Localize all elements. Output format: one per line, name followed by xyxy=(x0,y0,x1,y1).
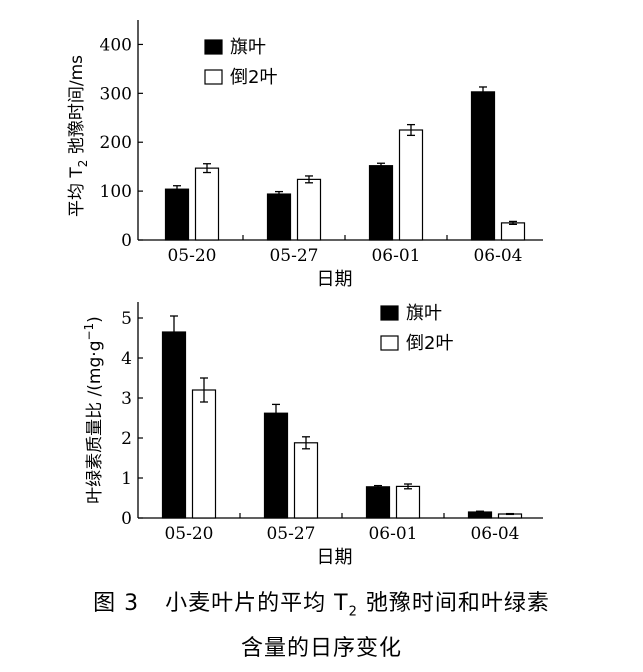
figure-caption-line-1: 图 3 小麦叶片的平均 T2 弛豫时间和叶绿素 xyxy=(0,585,643,619)
y-axis-label: 平均 T2 弛豫时间/ms xyxy=(67,55,90,217)
bar xyxy=(266,193,292,241)
x-tick-label: 06-01 xyxy=(371,246,420,266)
bar xyxy=(398,129,424,241)
bar xyxy=(161,331,187,519)
x-tick-label: 05-27 xyxy=(266,524,315,544)
chart-2: 0 1 2 3 4 5 05-20 05-27 06-01 06-04 日期 叶绿素质量比 /(mg·… xyxy=(82,302,543,568)
y-tick-label: 0 xyxy=(121,231,132,251)
legend-label: 倒2叶 xyxy=(230,67,277,88)
bar xyxy=(293,442,319,519)
caption-subscript: 2 xyxy=(348,604,358,620)
figure-number: 图 3 xyxy=(93,591,140,616)
bar xyxy=(470,91,496,241)
bar xyxy=(467,511,493,519)
figure-caption-line-2: 含量的日序变化 xyxy=(240,636,402,661)
y-tick-label: 100 xyxy=(100,182,132,202)
x-axis-label: 日期 xyxy=(317,269,353,290)
bar xyxy=(395,485,421,519)
x-tick-label: 05-20 xyxy=(164,524,213,544)
x-tick-label: 06-01 xyxy=(368,524,417,544)
bar xyxy=(368,165,394,241)
y-tick-label: 0 xyxy=(121,509,132,529)
legend-label: 倒2叶 xyxy=(406,333,453,354)
y-tick-label: 400 xyxy=(100,35,132,55)
bar xyxy=(500,222,526,241)
y-tick-label: 3 xyxy=(121,389,132,409)
x-axis-label: 日期 xyxy=(317,547,353,568)
bar xyxy=(164,188,190,241)
legend-swatch xyxy=(380,305,399,321)
legend-swatch xyxy=(204,69,223,85)
x-tick-label: 05-20 xyxy=(167,246,216,266)
y-axis-label: 叶绿素质量比 /(mg·g−1) xyxy=(82,316,105,504)
figure: 0 100 200 300 400 05-20 05-27 06-01 06-04 日期 平均 T2… xyxy=(67,20,543,568)
y-tick-label: 200 xyxy=(100,133,132,153)
x-tick-label: 06-04 xyxy=(473,246,522,266)
caption-text-suffix: 弛豫时间和叶绿素 xyxy=(357,591,550,616)
bar xyxy=(194,167,220,241)
bar xyxy=(296,178,322,241)
y-tick-label: 300 xyxy=(100,84,132,104)
y-tick-label: 4 xyxy=(121,349,132,369)
y-tick-label: 1 xyxy=(121,469,132,489)
legend-swatch xyxy=(380,335,399,351)
x-tick-label: 06-04 xyxy=(470,524,519,544)
chart-1: 0 100 200 300 400 05-20 05-27 06-01 06-04 日期 平均 T2… xyxy=(67,20,543,290)
legend-label: 旗叶 xyxy=(230,37,266,58)
bar xyxy=(191,389,217,519)
caption-text-prefix: 小麦叶片的平均 T xyxy=(165,591,349,616)
y-tick-label: 2 xyxy=(121,429,132,449)
bar xyxy=(263,412,289,519)
y-tick-label: 5 xyxy=(121,309,132,329)
legend-label: 旗叶 xyxy=(406,303,442,324)
x-tick-label: 05-27 xyxy=(269,246,318,266)
legend-swatch xyxy=(204,39,223,55)
bar xyxy=(365,486,391,519)
